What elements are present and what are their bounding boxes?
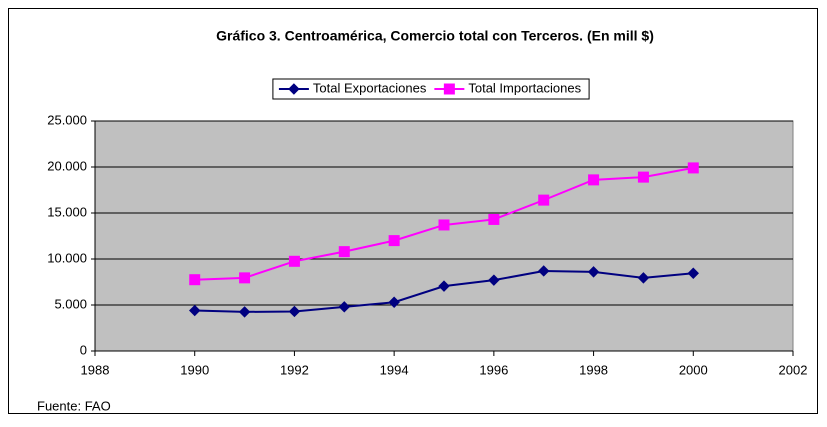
chart-title: Gráfico 3. Centroamérica, Comercio total… <box>216 28 654 44</box>
x-tick-label: 1990 <box>180 362 209 377</box>
marker <box>637 272 650 284</box>
marker <box>288 255 300 267</box>
marker <box>687 162 699 174</box>
marker <box>443 83 455 95</box>
marker <box>189 304 201 317</box>
marker <box>438 219 450 231</box>
marker <box>587 266 600 278</box>
y-tick-label: 5.000 <box>54 296 87 311</box>
x-tick-label: 1988 <box>81 362 110 377</box>
x-tick-label: 1998 <box>579 362 608 377</box>
x-tick-label: 2000 <box>679 362 708 377</box>
marker <box>338 246 350 258</box>
marker <box>687 267 699 279</box>
marker <box>438 280 450 292</box>
y-tick-label: 15.000 <box>47 204 87 219</box>
marker <box>338 301 350 313</box>
marker <box>588 174 600 186</box>
marker <box>488 274 500 286</box>
marker <box>388 235 400 247</box>
marker <box>189 274 201 286</box>
x-tick-label: 2002 <box>779 362 808 377</box>
marker <box>288 305 301 318</box>
legend-label: Total Importaciones <box>468 80 581 95</box>
marker <box>239 272 251 284</box>
y-tick-label: 0 <box>80 342 87 357</box>
x-tick-label: 1996 <box>479 362 508 377</box>
marker <box>288 83 300 95</box>
marker <box>538 194 550 206</box>
marker <box>538 265 550 277</box>
legend-label: Total Exportaciones <box>313 80 427 95</box>
marker <box>488 213 500 225</box>
y-tick-label: 20.000 <box>47 158 87 173</box>
x-tick-label: 1994 <box>380 362 409 377</box>
y-tick-label: 25.000 <box>47 112 87 127</box>
marker <box>637 171 649 183</box>
plot-area <box>94 120 794 352</box>
marker <box>388 296 400 308</box>
legend <box>272 78 590 100</box>
marker <box>238 306 251 318</box>
y-tick-label: 10.000 <box>47 250 87 265</box>
source-note: Fuente: FAO <box>37 398 111 413</box>
x-tick-label: 1992 <box>280 362 309 377</box>
